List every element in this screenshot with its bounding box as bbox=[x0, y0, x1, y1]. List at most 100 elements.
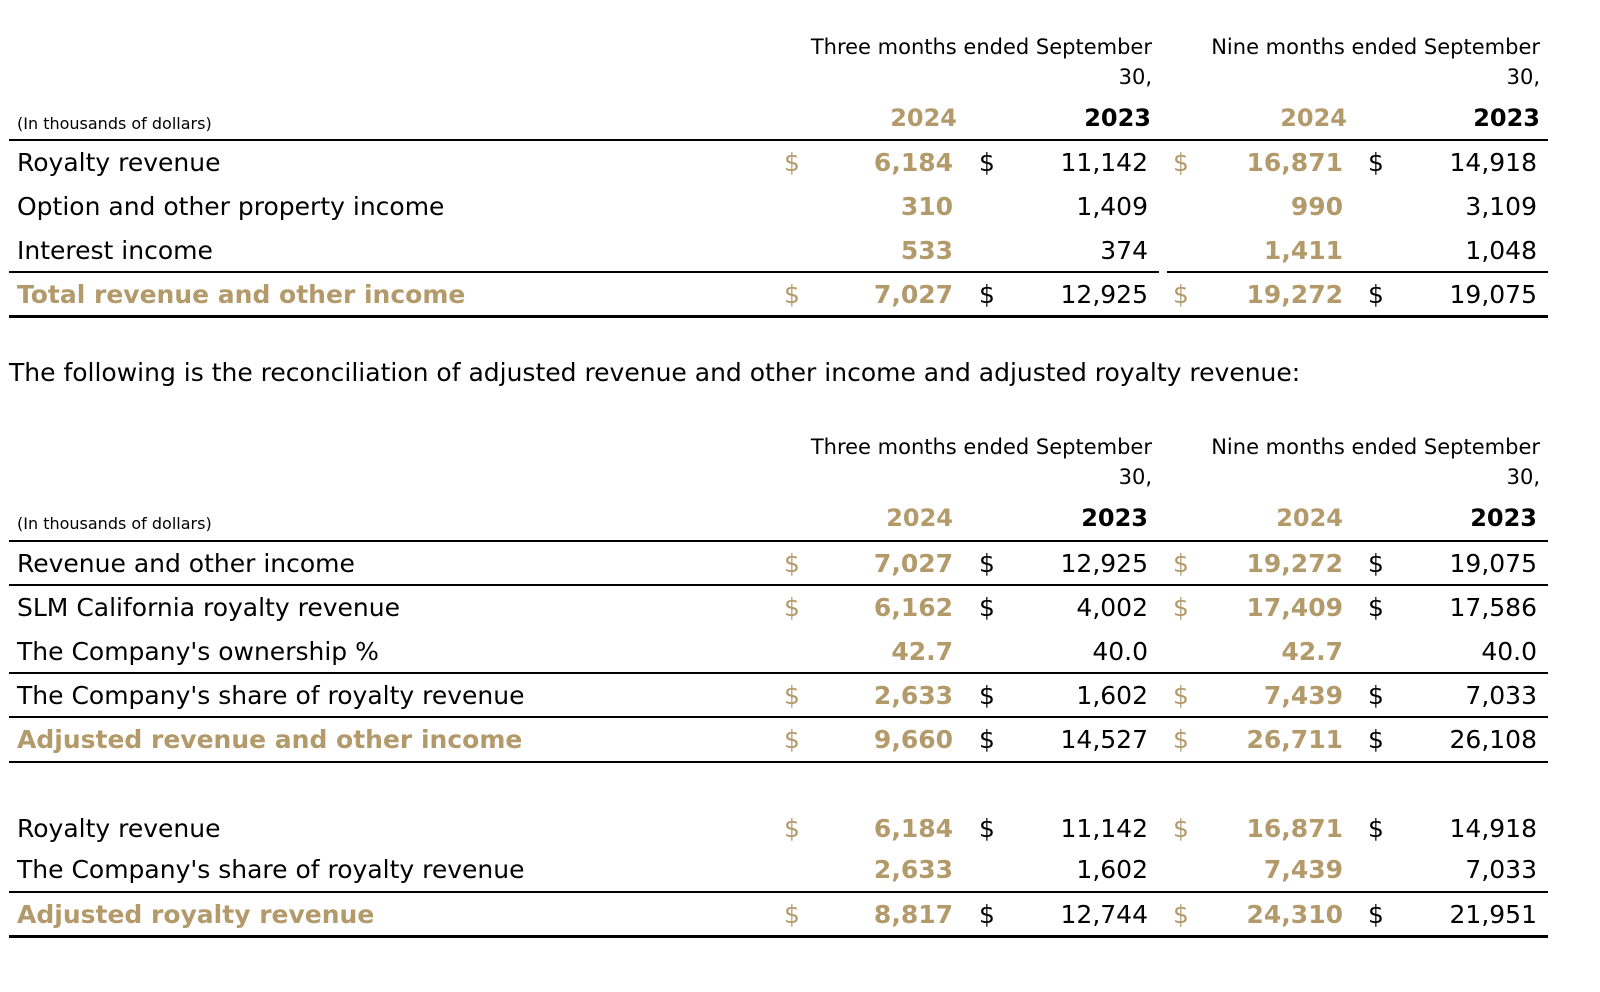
value-cell: 19,075 bbox=[1449, 280, 1537, 309]
row-label: SLM California royalty revenue bbox=[17, 593, 400, 622]
currency-symbol: $ bbox=[784, 681, 800, 710]
row-label: Option and other property income bbox=[17, 192, 445, 221]
value-cell: 40.0 bbox=[1481, 637, 1537, 666]
currency-symbol: $ bbox=[979, 280, 995, 309]
currency-symbol: $ bbox=[1173, 814, 1189, 843]
currency-symbol: $ bbox=[1368, 681, 1384, 710]
currency-symbol: $ bbox=[1173, 549, 1189, 578]
currency-symbol: $ bbox=[784, 148, 800, 177]
reconciliation-intro-text: The following is the reconciliation of a… bbox=[9, 358, 1301, 387]
year-header: 2024 bbox=[1280, 104, 1347, 132]
column-group-three-months: Three months ended September 30, bbox=[760, 32, 1152, 92]
currency-symbol: $ bbox=[979, 549, 995, 578]
value-cell: 3,109 bbox=[1465, 192, 1537, 221]
currency-symbol: $ bbox=[1173, 148, 1189, 177]
year-header: 2024 bbox=[1276, 504, 1343, 532]
value-cell: 24,310 bbox=[1246, 900, 1343, 929]
row-label: Adjusted royalty revenue bbox=[17, 900, 375, 929]
currency-symbol: $ bbox=[1173, 725, 1189, 754]
table-rule bbox=[9, 761, 1548, 763]
column-group-title-cont: 30, bbox=[1118, 65, 1152, 89]
currency-symbol: $ bbox=[1173, 681, 1189, 710]
value-cell: 9,660 bbox=[873, 725, 953, 754]
value-cell: 11,142 bbox=[1060, 148, 1148, 177]
table-double-rule bbox=[9, 315, 1548, 318]
currency-symbol: $ bbox=[784, 549, 800, 578]
column-group-title: Three months ended September bbox=[810, 35, 1152, 59]
value-cell: 7,439 bbox=[1263, 681, 1343, 710]
row-label: Revenue and other income bbox=[17, 549, 355, 578]
currency-symbol: $ bbox=[1173, 900, 1189, 929]
units-label: (In thousands of dollars) bbox=[17, 114, 212, 133]
currency-symbol: $ bbox=[979, 148, 995, 177]
table-rule bbox=[9, 271, 1159, 273]
value-cell: 11,142 bbox=[1060, 814, 1148, 843]
column-group-title: Three months ended September bbox=[810, 435, 1152, 459]
year-header: 2023 bbox=[1081, 504, 1148, 532]
value-cell: 8,817 bbox=[873, 900, 953, 929]
year-header: 2024 bbox=[886, 504, 953, 532]
currency-symbol: $ bbox=[979, 593, 995, 622]
column-group-nine-months: Nine months ended September 30, bbox=[1160, 432, 1540, 492]
value-cell: 7,439 bbox=[1263, 855, 1343, 884]
currency-symbol: $ bbox=[979, 725, 995, 754]
value-cell: 26,711 bbox=[1246, 725, 1343, 754]
units-label: (In thousands of dollars) bbox=[17, 514, 212, 533]
year-header: 2024 bbox=[890, 104, 957, 132]
column-group-title: Nine months ended September bbox=[1211, 35, 1540, 59]
value-cell: 2,633 bbox=[873, 681, 953, 710]
year-header: 2023 bbox=[1470, 504, 1537, 532]
value-cell: 19,272 bbox=[1246, 280, 1343, 309]
value-cell: 310 bbox=[900, 192, 953, 221]
column-group-title: Nine months ended September bbox=[1211, 435, 1540, 459]
currency-symbol: $ bbox=[784, 725, 800, 754]
row-label: The Company's share of royalty revenue bbox=[17, 855, 525, 884]
row-label: Adjusted revenue and other income bbox=[17, 725, 523, 754]
currency-symbol: $ bbox=[1368, 814, 1384, 843]
value-cell: 6,184 bbox=[873, 148, 953, 177]
value-cell: 990 bbox=[1290, 192, 1343, 221]
currency-symbol: $ bbox=[1173, 593, 1189, 622]
currency-symbol: $ bbox=[784, 593, 800, 622]
currency-symbol: $ bbox=[1368, 549, 1384, 578]
value-cell: 14,527 bbox=[1060, 725, 1148, 754]
value-cell: 40.0 bbox=[1092, 637, 1148, 666]
value-cell: 1,048 bbox=[1465, 236, 1537, 265]
value-cell: 12,925 bbox=[1060, 280, 1148, 309]
value-cell: 17,409 bbox=[1246, 593, 1343, 622]
value-cell: 16,871 bbox=[1246, 148, 1343, 177]
row-label: Total revenue and other income bbox=[17, 280, 466, 309]
currency-symbol: $ bbox=[784, 814, 800, 843]
value-cell: 17,586 bbox=[1449, 593, 1537, 622]
table-rule bbox=[1167, 271, 1548, 273]
year-header: 2023 bbox=[1084, 104, 1151, 132]
value-cell: 7,033 bbox=[1465, 681, 1537, 710]
currency-symbol: $ bbox=[979, 681, 995, 710]
row-label: Interest income bbox=[17, 236, 213, 265]
row-label: Royalty revenue bbox=[17, 814, 221, 843]
value-cell: 42.7 bbox=[1281, 637, 1343, 666]
value-cell: 12,925 bbox=[1060, 549, 1148, 578]
value-cell: 7,027 bbox=[873, 549, 953, 578]
table-rule bbox=[9, 891, 1548, 893]
column-group-title-cont: 30, bbox=[1506, 65, 1540, 89]
value-cell: 4,002 bbox=[1076, 593, 1148, 622]
value-cell: 7,027 bbox=[873, 280, 953, 309]
value-cell: 2,633 bbox=[873, 855, 953, 884]
column-group-title-cont: 30, bbox=[1506, 465, 1540, 489]
table-rule bbox=[9, 139, 1548, 141]
row-label: The Company's share of royalty revenue bbox=[17, 681, 525, 710]
currency-symbol: $ bbox=[1368, 280, 1384, 309]
value-cell: 1,411 bbox=[1263, 236, 1343, 265]
value-cell: 6,184 bbox=[873, 814, 953, 843]
currency-symbol: $ bbox=[979, 900, 995, 929]
currency-symbol: $ bbox=[979, 814, 995, 843]
column-group-title-cont: 30, bbox=[1118, 465, 1152, 489]
table-rule bbox=[9, 584, 1548, 586]
table-double-rule bbox=[9, 935, 1548, 938]
table-rule bbox=[9, 540, 1548, 542]
value-cell: 14,918 bbox=[1449, 148, 1537, 177]
currency-symbol: $ bbox=[784, 900, 800, 929]
value-cell: 6,162 bbox=[873, 593, 953, 622]
currency-symbol: $ bbox=[1368, 148, 1384, 177]
